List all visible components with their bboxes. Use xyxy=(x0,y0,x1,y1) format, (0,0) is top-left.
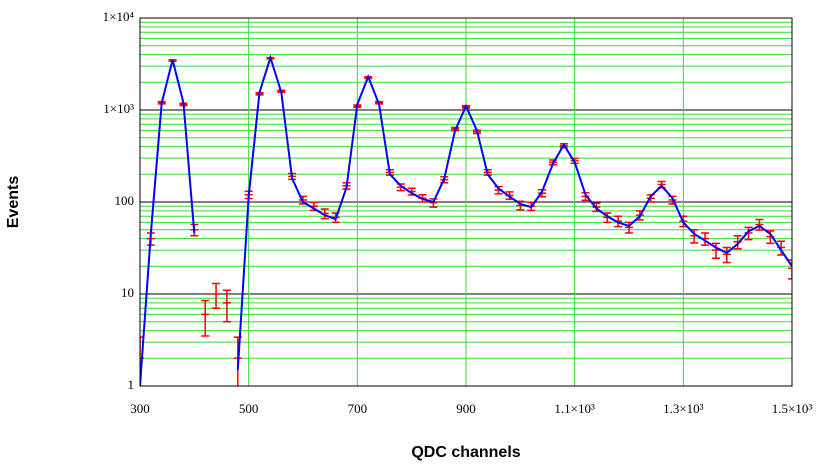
y-axis-title: Events xyxy=(5,176,22,229)
marks xyxy=(140,54,792,386)
data-point xyxy=(309,201,318,212)
data-point xyxy=(516,200,525,211)
grid xyxy=(139,17,793,387)
fit-line xyxy=(140,54,792,386)
x-tick-label: 1.1×10³ xyxy=(554,401,595,416)
data-point xyxy=(603,212,612,224)
data-point xyxy=(407,187,416,196)
data-point xyxy=(766,230,775,245)
y-tick-label: 10 xyxy=(121,285,134,300)
data-point xyxy=(494,185,503,195)
data-point xyxy=(201,299,210,337)
data-point xyxy=(320,208,329,220)
y-tick-label: 1 xyxy=(128,377,135,392)
x-tick-label: 700 xyxy=(348,401,368,416)
x-tick-label: 1.3×10³ xyxy=(663,401,704,416)
data-point xyxy=(212,282,221,310)
x-axis-title: QDC channels xyxy=(411,444,520,461)
data-point xyxy=(711,242,720,259)
x-tick-label: 300 xyxy=(130,401,150,416)
y-tick-label: 1×10⁴ xyxy=(103,9,135,24)
data-point xyxy=(396,183,405,192)
data-point xyxy=(625,221,633,234)
data-point xyxy=(744,226,753,241)
data-point xyxy=(222,289,231,323)
data-point xyxy=(777,240,786,256)
x-tick-label: 1.5×10³ xyxy=(772,401,813,416)
plot-frame xyxy=(139,17,793,387)
data-point xyxy=(233,336,242,386)
labels: 1 10 100 1×10³ 1×10⁴ 300 500 700 900 1.1×10³ 1.3×1… xyxy=(103,9,813,416)
data-point xyxy=(701,232,710,246)
y-tick-label: 1×10³ xyxy=(103,101,134,116)
data-point xyxy=(690,228,699,244)
x-tick-label: 900 xyxy=(456,401,476,416)
data-point xyxy=(722,246,731,264)
y-tick-label: 100 xyxy=(115,193,135,208)
x-tick-label: 500 xyxy=(239,401,259,416)
data-point xyxy=(733,234,742,250)
